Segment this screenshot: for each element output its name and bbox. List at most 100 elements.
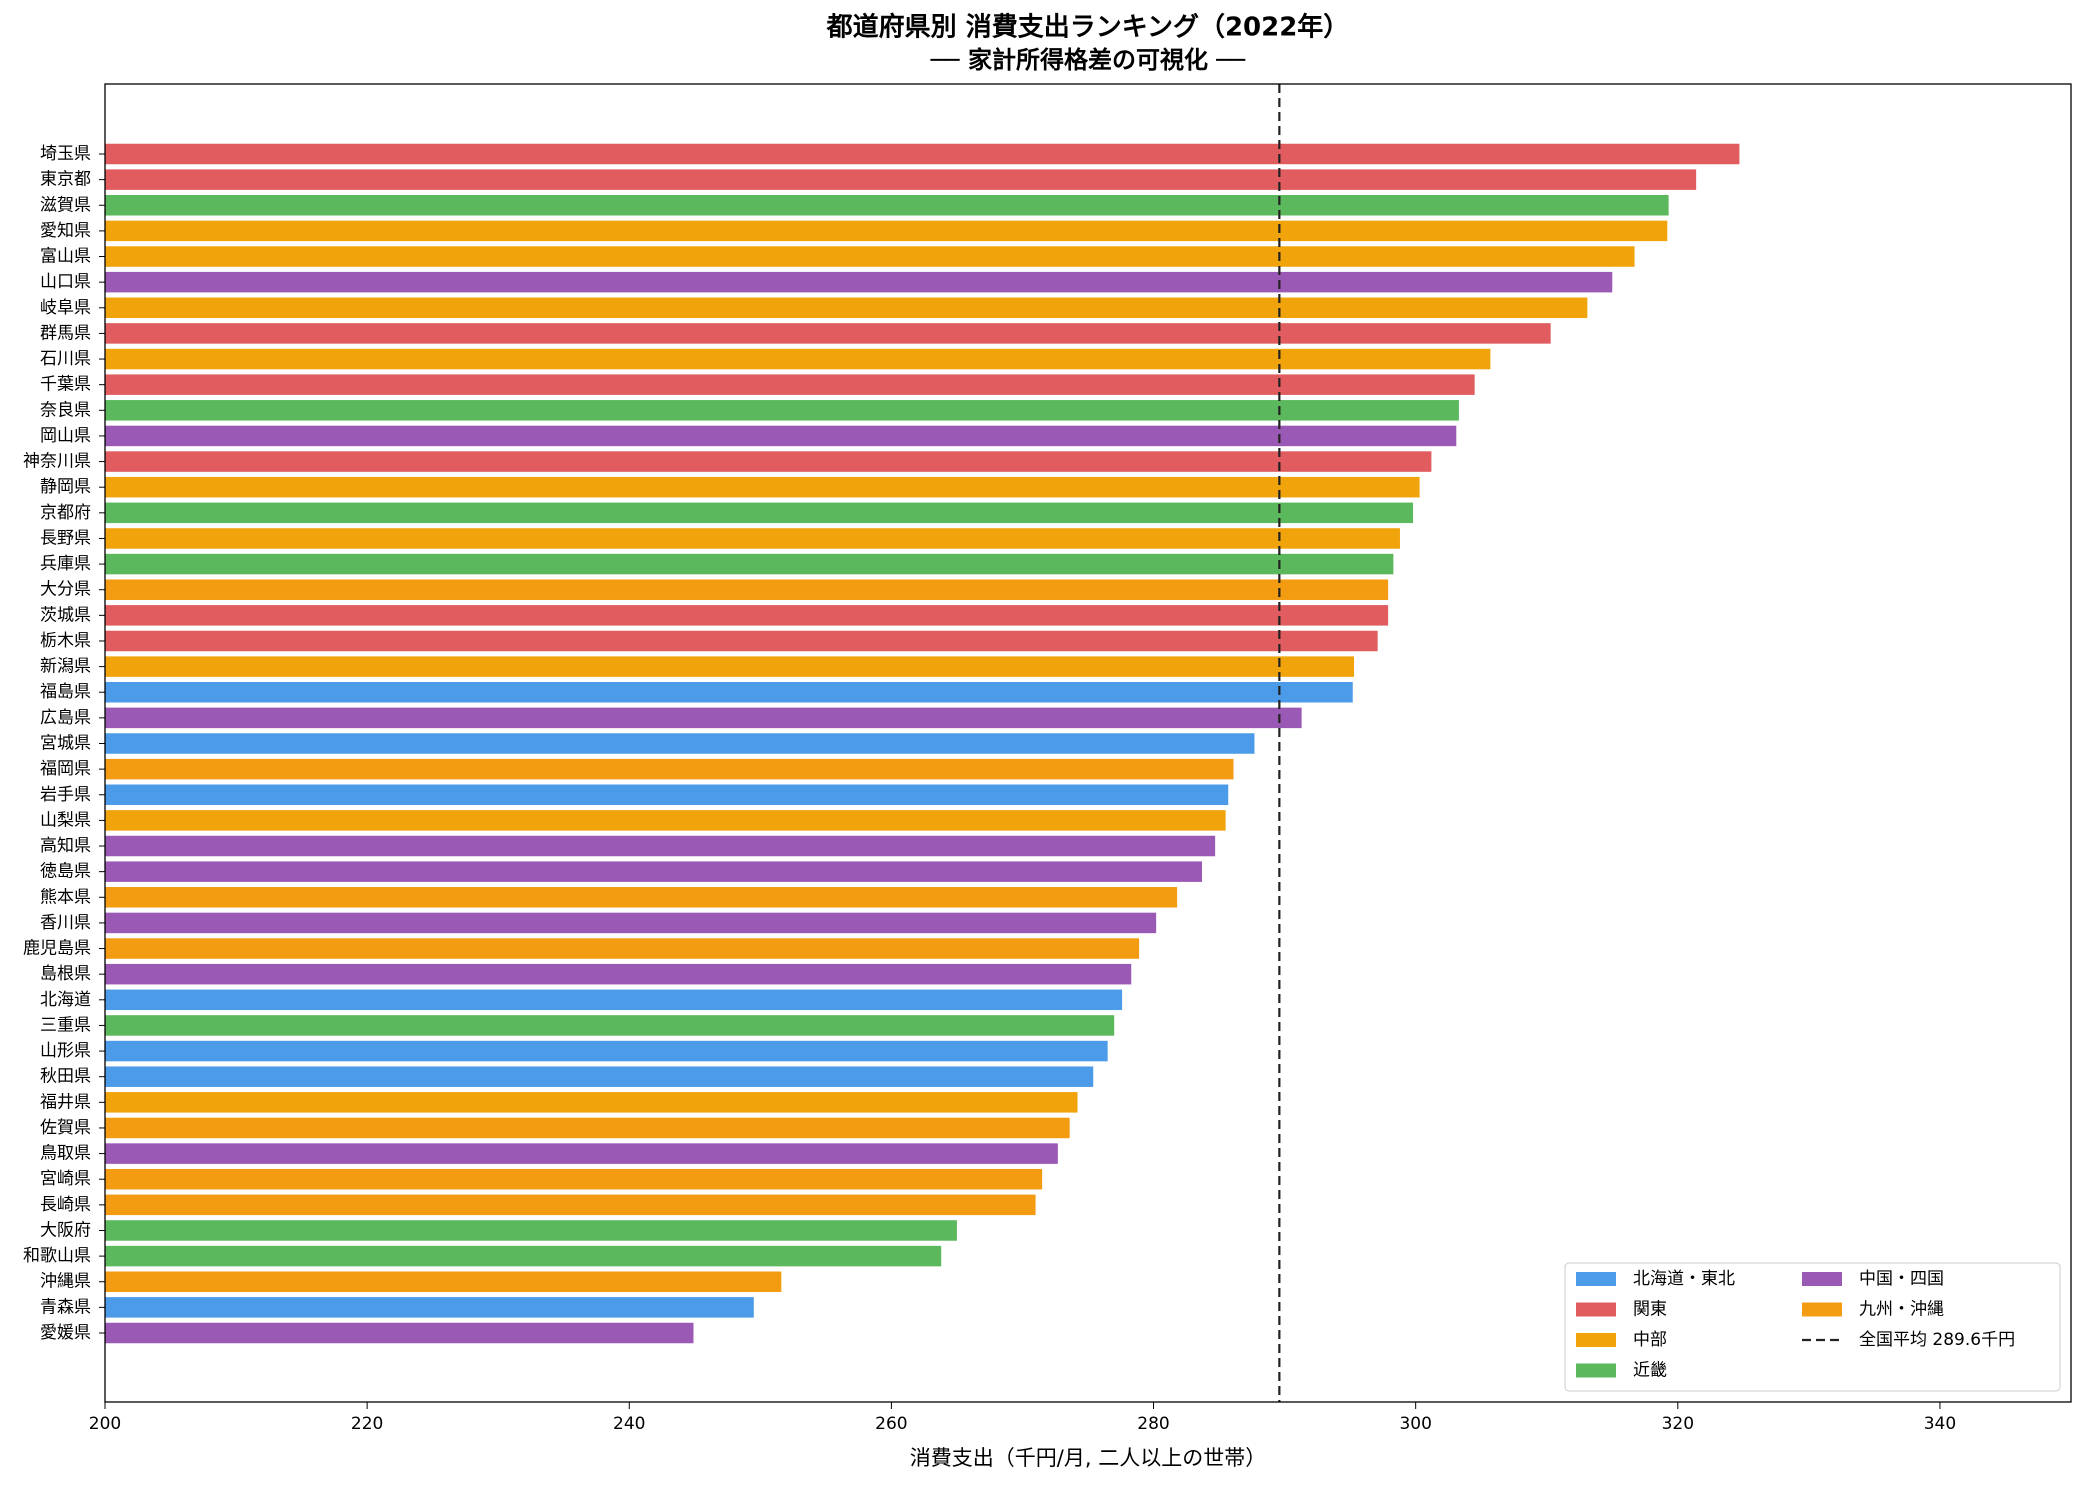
legend-label: 九州・沖縄 [1859, 1300, 1944, 1320]
bar [105, 758, 1234, 780]
y-tick-label: 大阪府 [40, 1220, 91, 1240]
y-tick-label: 福島県 [40, 682, 91, 702]
bar [105, 297, 1588, 319]
legend-swatch [1576, 1272, 1616, 1286]
y-tick-label: 石川県 [40, 349, 91, 369]
bar [105, 861, 1203, 882]
legend-swatch [1576, 1363, 1616, 1378]
bar [105, 143, 1740, 165]
legend-label: 関東 [1633, 1300, 1667, 1320]
y-tick-label: 高知県 [40, 836, 91, 856]
bar [105, 400, 1459, 421]
y-tick-label: 兵庫県 [40, 554, 91, 574]
bar [105, 1015, 1115, 1036]
legend-swatch [1802, 1272, 1842, 1286]
y-tick-label: 熊本県 [40, 887, 91, 907]
y-tick-label: 岐阜県 [40, 298, 91, 318]
bar [105, 681, 1353, 703]
legend-swatch [1802, 1302, 1842, 1317]
legend-label: 中部 [1633, 1330, 1667, 1350]
bar [105, 938, 1140, 959]
y-tick-label: 群馬県 [40, 323, 91, 343]
bar [105, 656, 1355, 677]
bar [105, 1322, 694, 1344]
bar [105, 348, 1491, 370]
bar [105, 887, 1178, 908]
y-tick-label: 茨城県 [40, 605, 91, 625]
x-tick-label: 260 [875, 1414, 907, 1434]
bar [105, 605, 1389, 626]
bar [105, 1297, 754, 1318]
bar [105, 1168, 1043, 1190]
y-tick-label: 北海道 [40, 990, 91, 1010]
bar [105, 553, 1394, 575]
x-tick-label: 320 [1662, 1414, 1694, 1434]
y-tick-label: 富山県 [40, 247, 91, 267]
y-tick-label: 宮城県 [40, 734, 91, 754]
bar [105, 1271, 782, 1292]
plot-frame [104, 83, 2072, 1403]
bar [105, 425, 1457, 447]
bar [105, 528, 1400, 549]
bar [105, 989, 1123, 1011]
legend-label: 近畿 [1633, 1361, 1667, 1381]
y-tick-label: 徳島県 [40, 862, 91, 882]
y-tick-label: 佐賀県 [40, 1118, 91, 1138]
legend-label: 北海道・東北 [1633, 1269, 1735, 1289]
y-tick-label: 広島県 [40, 708, 91, 728]
bar [105, 579, 1389, 600]
y-tick-label: 神奈川県 [23, 452, 91, 472]
y-tick-label: 新潟県 [40, 657, 91, 677]
bar [105, 1040, 1108, 1062]
y-tick-label: 静岡県 [40, 477, 91, 497]
bar [105, 1143, 1058, 1164]
bar [105, 784, 1229, 806]
bar [105, 1066, 1094, 1087]
y-tick-label: 香川県 [40, 913, 91, 933]
y-tick-label: 東京都 [40, 170, 91, 190]
x-tick-label: 240 [613, 1414, 645, 1434]
y-tick-label: 栃木県 [40, 631, 91, 651]
bar [105, 733, 1255, 754]
bar [105, 271, 1613, 293]
bar [105, 963, 1132, 985]
legend-label: 全国平均 289.6千円 [1859, 1330, 2015, 1350]
y-tick-label: 大分県 [40, 580, 91, 600]
x-tick-label: 340 [1924, 1414, 1956, 1434]
y-tick-label: 沖縄県 [40, 1272, 91, 1292]
bar [105, 835, 1216, 857]
y-tick-label: 愛媛県 [40, 1323, 91, 1343]
y-tick-label: 秋田県 [40, 1067, 91, 1087]
x-tick-label: 220 [351, 1414, 383, 1434]
legend-label: 中国・四国 [1859, 1269, 1944, 1289]
bar [105, 502, 1414, 524]
bar [105, 1117, 1070, 1139]
y-tick-label: 岡山県 [40, 426, 91, 446]
y-tick-label: 愛知県 [40, 221, 91, 241]
y-tick-label: 滋賀県 [40, 195, 91, 215]
y-tick-label: 島根県 [40, 964, 91, 984]
bar [105, 630, 1378, 652]
legend-swatch [1576, 1333, 1616, 1347]
chart-subtitle: ── 家計所得格差の可視化 ── [930, 46, 1246, 74]
bar [105, 476, 1420, 498]
bar [105, 169, 1697, 190]
y-tick-label: 鳥取県 [40, 1144, 91, 1164]
x-tick-label: 300 [1399, 1414, 1431, 1434]
x-tick-label: 200 [89, 1414, 121, 1434]
y-tick-label: 山口県 [40, 272, 91, 292]
bar [105, 912, 1157, 934]
y-tick-label: 長野県 [40, 528, 91, 548]
y-tick-label: 福岡県 [40, 759, 91, 779]
bar [105, 707, 1302, 729]
bar [105, 1194, 1036, 1216]
bar [105, 451, 1432, 472]
legend-swatch [1576, 1302, 1616, 1317]
y-tick-label: 福井県 [40, 1092, 91, 1112]
y-tick-label: 京都府 [40, 503, 91, 523]
y-tick-label: 岩手県 [40, 785, 91, 805]
y-tick-label: 埼玉県 [40, 144, 91, 164]
bar [105, 1092, 1078, 1113]
